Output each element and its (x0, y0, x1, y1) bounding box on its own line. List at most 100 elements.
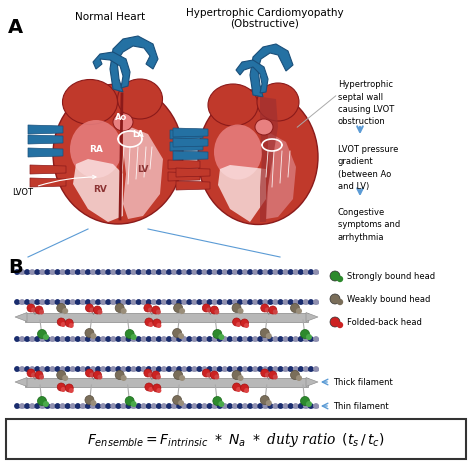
Circle shape (85, 304, 93, 313)
Polygon shape (250, 45, 293, 98)
Circle shape (86, 270, 90, 275)
Polygon shape (173, 152, 208, 161)
Circle shape (173, 304, 182, 313)
Circle shape (65, 270, 70, 275)
Circle shape (76, 300, 80, 305)
Circle shape (306, 401, 312, 407)
Circle shape (86, 404, 90, 408)
Circle shape (111, 404, 116, 408)
Circle shape (15, 270, 19, 275)
Circle shape (85, 329, 94, 338)
Text: RV: RV (93, 185, 107, 194)
Circle shape (314, 404, 318, 408)
Circle shape (278, 337, 283, 341)
Circle shape (289, 337, 293, 341)
Circle shape (236, 322, 241, 327)
Circle shape (212, 337, 217, 341)
Circle shape (253, 367, 257, 371)
Circle shape (43, 401, 49, 407)
Polygon shape (15, 378, 27, 387)
Circle shape (106, 337, 110, 341)
Circle shape (167, 404, 171, 408)
Circle shape (35, 270, 39, 275)
Circle shape (223, 270, 227, 275)
Circle shape (268, 337, 273, 341)
Polygon shape (168, 173, 200, 181)
Circle shape (65, 404, 70, 408)
Circle shape (91, 400, 96, 406)
FancyArrow shape (25, 378, 308, 387)
Circle shape (37, 397, 46, 406)
Circle shape (337, 322, 343, 328)
Circle shape (156, 388, 161, 393)
Circle shape (131, 367, 136, 371)
Circle shape (40, 300, 45, 305)
Text: $F_{ensemble}$$= F_{intrinsic}$$\ *\ N_a\ *\ $duty ratio $\,(t_s\,/\,t_c)$: $F_{ensemble}$$= F_{intrinsic}$$\ *\ N_a… (87, 430, 385, 448)
Circle shape (20, 270, 24, 275)
Circle shape (178, 400, 184, 406)
Circle shape (244, 323, 249, 328)
Circle shape (91, 333, 96, 339)
Polygon shape (218, 166, 266, 223)
Circle shape (182, 367, 186, 371)
Circle shape (106, 367, 110, 371)
Circle shape (50, 270, 55, 275)
Circle shape (81, 404, 85, 408)
Circle shape (90, 373, 94, 378)
Circle shape (142, 404, 146, 408)
Circle shape (179, 308, 185, 314)
Circle shape (106, 300, 110, 305)
Circle shape (223, 337, 227, 341)
Circle shape (131, 300, 136, 305)
Circle shape (121, 270, 126, 275)
Circle shape (27, 304, 35, 313)
Circle shape (219, 401, 224, 407)
Circle shape (177, 404, 182, 408)
Circle shape (20, 337, 24, 341)
Circle shape (293, 337, 298, 341)
Text: LV: LV (137, 165, 149, 174)
Circle shape (142, 270, 146, 275)
Circle shape (314, 367, 318, 371)
Circle shape (208, 300, 212, 305)
Circle shape (212, 270, 217, 275)
Circle shape (273, 270, 278, 275)
Polygon shape (170, 143, 203, 152)
Circle shape (243, 404, 247, 408)
Circle shape (291, 304, 300, 313)
Circle shape (111, 300, 116, 305)
Polygon shape (306, 378, 318, 387)
Circle shape (60, 367, 65, 371)
Circle shape (268, 300, 273, 305)
Circle shape (182, 300, 186, 305)
Text: Hypertrophic
septal wall
causing LVOT
obstruction: Hypertrophic septal wall causing LVOT ob… (338, 80, 394, 126)
Circle shape (146, 270, 151, 275)
Polygon shape (28, 149, 63, 158)
Circle shape (61, 322, 66, 327)
Circle shape (30, 404, 35, 408)
Polygon shape (266, 133, 296, 219)
Circle shape (152, 337, 156, 341)
Circle shape (289, 270, 293, 275)
Circle shape (182, 404, 186, 408)
Circle shape (208, 270, 212, 275)
Circle shape (45, 367, 50, 371)
Circle shape (178, 333, 184, 339)
Circle shape (37, 330, 46, 339)
Circle shape (243, 337, 247, 341)
Circle shape (43, 334, 49, 340)
Circle shape (172, 337, 176, 341)
Circle shape (273, 375, 278, 380)
Polygon shape (173, 139, 208, 148)
Polygon shape (30, 179, 66, 188)
Circle shape (260, 329, 269, 338)
Circle shape (218, 270, 222, 275)
Circle shape (293, 270, 298, 275)
Circle shape (157, 337, 161, 341)
Text: Congestive
symptoms and
arrhythmia: Congestive symptoms and arrhythmia (338, 207, 400, 242)
Circle shape (35, 307, 43, 314)
Circle shape (148, 308, 153, 313)
Ellipse shape (257, 84, 299, 122)
Circle shape (197, 404, 201, 408)
Circle shape (299, 300, 303, 305)
